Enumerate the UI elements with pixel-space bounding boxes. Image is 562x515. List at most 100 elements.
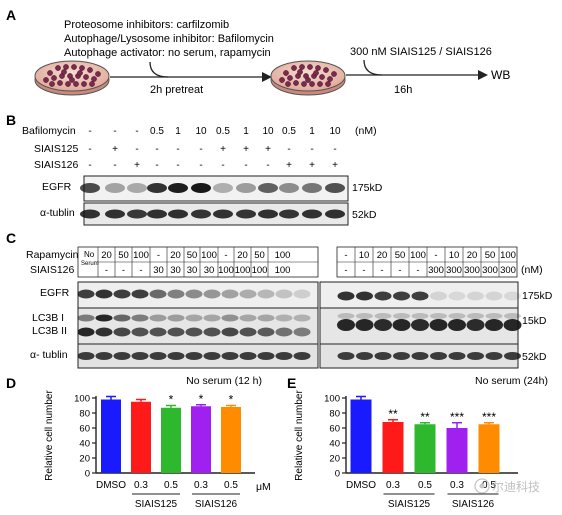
band — [485, 313, 503, 319]
band — [257, 289, 275, 299]
bafilomycin-value: 0.5 — [150, 126, 164, 137]
cell — [73, 81, 79, 87]
band — [337, 313, 355, 319]
siais126-value: 30 — [187, 265, 198, 276]
cell — [89, 81, 95, 87]
band — [411, 319, 429, 331]
group-label: SIAIS126 — [452, 499, 495, 510]
bar — [221, 407, 241, 473]
band — [149, 314, 167, 322]
panel-b-letter: B — [6, 112, 16, 128]
band — [239, 314, 257, 322]
band — [221, 314, 239, 322]
band — [356, 291, 373, 301]
group-label: SIAIS125 — [388, 499, 431, 510]
rapamycin-value: 100 — [201, 250, 217, 261]
blot-b-egfr-bands — [80, 183, 345, 193]
siais125-value: - — [333, 144, 336, 155]
band — [293, 314, 311, 322]
siais126-value: 300 — [500, 265, 516, 276]
band — [105, 209, 125, 219]
bar — [414, 424, 436, 473]
band — [355, 319, 374, 331]
band — [393, 313, 410, 319]
bafilomycin-value: 10 — [195, 126, 207, 137]
siais125-value: - — [155, 144, 158, 155]
band — [221, 327, 239, 337]
row-label-siais126-c: SIAIS126 — [30, 264, 75, 276]
siais125-value: + — [243, 144, 249, 155]
dish-2-cells — [279, 64, 337, 87]
size-c-52kd: 52kD — [522, 351, 547, 363]
siais126-value: - — [88, 160, 91, 171]
band — [147, 183, 167, 193]
y-tick-label: 100 — [74, 394, 90, 405]
siais126-value: - — [176, 160, 179, 171]
bafilomycin-value: - — [88, 126, 91, 137]
cell — [307, 64, 313, 70]
x-tick-label: 0.5 — [164, 480, 178, 491]
band — [279, 209, 299, 219]
band — [185, 352, 203, 360]
band — [374, 291, 392, 301]
band — [430, 291, 447, 301]
siais126-value: + — [309, 160, 315, 171]
rapamycin-value: 10 — [449, 250, 460, 261]
band — [131, 289, 149, 299]
x-tick-label: 0.5 — [224, 480, 238, 491]
y-tick-label: 60 — [79, 424, 90, 435]
band — [191, 209, 211, 219]
rapamycin-value: 100 — [275, 250, 291, 261]
cell — [319, 74, 325, 80]
bar — [131, 401, 151, 473]
rapamycin-value: 50 — [395, 250, 406, 261]
band — [131, 314, 149, 322]
siais126-value: 30 — [170, 265, 181, 276]
x-tick-label: 0.3 — [386, 480, 400, 491]
band — [374, 352, 392, 360]
arrow-2-curve — [363, 59, 383, 76]
band — [466, 319, 485, 331]
cell — [283, 70, 289, 76]
blot-c-label-egfr: EGFR — [40, 287, 70, 299]
band — [503, 319, 522, 331]
band — [236, 183, 256, 193]
siais126-value: - — [398, 265, 401, 276]
band — [203, 289, 221, 299]
bafilomycin-value: - — [135, 126, 138, 137]
x-tick-label: DMSO — [96, 480, 126, 491]
significance-marker: *** — [482, 410, 496, 424]
panel-a-line-1: Proteosome inhibitors: carfilzomib — [64, 19, 229, 31]
rapamycin-value: 20 — [101, 250, 112, 261]
band — [337, 319, 355, 331]
panel-a-letter: A — [6, 7, 16, 23]
band — [131, 327, 149, 337]
band — [168, 209, 188, 219]
siais126-value: - — [199, 160, 202, 171]
panel-a-line-2: Autophage/Lysosome inhibitor: Bafilomyci… — [64, 33, 274, 45]
siais126-value: - — [362, 265, 365, 276]
significance-marker: *** — [450, 410, 464, 424]
rapamycin-value: 50 — [118, 250, 129, 261]
band — [325, 209, 345, 219]
band — [275, 327, 293, 337]
cell — [327, 76, 333, 82]
band — [337, 291, 355, 301]
cell — [81, 81, 87, 87]
bafilomycin-value: 1 — [309, 126, 315, 137]
band — [411, 291, 429, 301]
rapamycin-value: 50 — [187, 250, 198, 261]
siais126-value: - — [266, 160, 269, 171]
group-label: SIAIS126 — [195, 499, 238, 510]
y-tick-label: 20 — [79, 454, 90, 465]
band — [113, 327, 131, 337]
cell — [49, 81, 55, 87]
cell — [293, 80, 299, 86]
significance-marker: ** — [420, 410, 430, 424]
panel-c-letter: C — [6, 230, 16, 246]
band — [337, 352, 355, 360]
band — [356, 352, 373, 360]
panel-a-line-3: Autophage activator: no serum, rapamycin — [64, 47, 271, 59]
y-tick-label: 0 — [335, 469, 340, 480]
siais126-value: 100 — [218, 265, 234, 276]
